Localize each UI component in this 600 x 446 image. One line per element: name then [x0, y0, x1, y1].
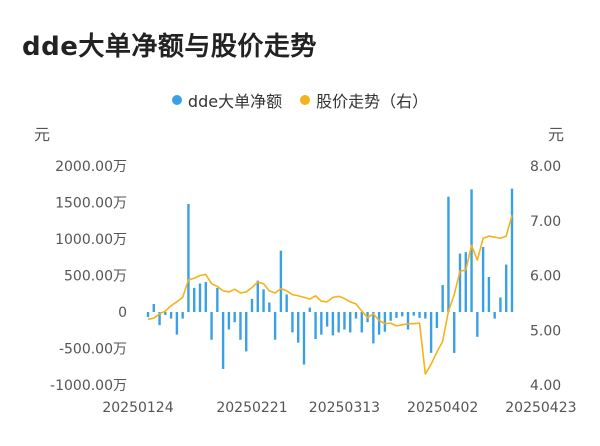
dde-bar: [372, 312, 375, 344]
dde-bar: [435, 312, 439, 329]
left-tick-label: 0: [118, 305, 127, 321]
dde-bar: [297, 312, 300, 343]
dde-bar: [418, 312, 421, 318]
dde-bar: [279, 250, 283, 312]
dde-bar: [308, 307, 311, 312]
dde-bar: [476, 312, 479, 337]
x-tick-label: 20250124: [102, 400, 173, 416]
dde-bar: [499, 297, 502, 312]
dde-bar: [470, 189, 473, 312]
x-axis-ticks: 20250124 20250221 20250313 20250402 20250423: [102, 400, 576, 416]
dde-bar: [216, 287, 219, 312]
dde-bar: [458, 253, 462, 312]
dde-bar: [395, 312, 398, 318]
dde-bar: [505, 264, 508, 312]
dde-bar: [343, 312, 346, 330]
dde-bar: [320, 312, 323, 335]
right-tick-label: 4.00: [530, 378, 561, 394]
dde-bar: [204, 282, 207, 312]
legend-label-price: 股价走势（右）: [316, 92, 429, 111]
chart-legend: dde大单净额 股价走势（右）: [0, 88, 600, 112]
dde-bar: [233, 312, 236, 323]
dde-bar: [325, 312, 329, 327]
price-line: [147, 215, 513, 375]
right-axis-unit: 元: [548, 125, 564, 144]
dde-bar: [245, 312, 248, 352]
x-tick-label: 20250221: [216, 400, 287, 416]
dde-bar: [337, 312, 340, 333]
dde-bar: [181, 312, 184, 319]
dde-bar: [314, 312, 317, 340]
dde-bar: [256, 280, 259, 312]
dde-bar: [331, 312, 335, 336]
line-series-price: [147, 215, 513, 375]
dde-bar: [210, 312, 213, 340]
dde-bar: [262, 289, 265, 312]
dde-bar: [464, 252, 467, 312]
left-tick-label: 1000.00万: [55, 232, 127, 248]
right-tick-label: 7.00: [530, 214, 561, 230]
dde-bar: [152, 303, 155, 312]
left-tick-label: -1000.00万: [50, 378, 127, 394]
legend-item-dde[interactable]: dde大单净额: [171, 88, 283, 112]
dde-bar: [447, 196, 450, 312]
dde-bar: [481, 247, 485, 312]
dde-bar: [349, 312, 352, 333]
left-axis-ticks: 2000.00万 1500.00万 1000.00万 500.00万 0 -500.00万…: [50, 159, 127, 394]
left-tick-label: -500.00万: [59, 342, 127, 358]
dde-bar: [510, 188, 514, 312]
dde-bar: [291, 312, 294, 333]
dde-bar: [360, 312, 363, 333]
dde-bar: [285, 294, 288, 312]
dde-bar: [193, 287, 196, 312]
legend-dot-dde: [171, 95, 182, 105]
legend-item-price[interactable]: 股价走势（右）: [300, 88, 428, 112]
dde-bar: [487, 276, 491, 312]
dde-bar: [169, 312, 173, 319]
dde-bar: [383, 312, 387, 332]
dde-bar: [412, 312, 415, 316]
dde-bar: [239, 312, 242, 340]
dde-bar: [354, 312, 358, 319]
dde-bar: [198, 283, 202, 312]
legend-dot-price: [300, 95, 311, 105]
legend-label-dde: dde大单净额: [187, 92, 283, 111]
dde-bar: [187, 203, 190, 312]
dde-bar: [273, 312, 277, 340]
dde-bar: [146, 312, 150, 318]
x-tick-label: 20250423: [505, 400, 576, 416]
left-axis-unit: 元: [34, 125, 50, 144]
dde-bar: [453, 312, 456, 353]
bar-series-dde: [146, 188, 514, 369]
right-tick-label: 6.00: [530, 269, 561, 285]
dde-bar: [164, 312, 167, 315]
left-tick-label: 1500.00万: [55, 196, 127, 212]
right-tick-label: 5.00: [530, 323, 561, 339]
dde-bar: [441, 284, 444, 312]
dde-bar: [389, 312, 392, 321]
right-axis-ticks: 8.00 7.00 6.00 5.00 4.00: [530, 159, 561, 394]
dde-bar: [250, 298, 254, 312]
chart-title: dde大单净额与股价走势: [22, 32, 317, 62]
dde-bar: [406, 312, 410, 330]
dde-bar: [227, 312, 231, 330]
left-tick-label: 2000.00万: [55, 159, 127, 175]
dde-bar: [493, 312, 496, 319]
dde-bar: [158, 312, 161, 326]
dde-bar: [424, 312, 427, 319]
dde-bar: [377, 312, 381, 335]
x-tick-label: 20250313: [309, 400, 380, 416]
x-tick-label: 20250402: [407, 400, 478, 416]
dde-bar: [268, 302, 271, 312]
dde-bar: [302, 312, 306, 365]
dde-bar: [221, 312, 225, 369]
right-tick-label: 8.00: [530, 159, 561, 175]
dde-bar: [401, 312, 404, 317]
dde-bar: [175, 312, 179, 335]
left-tick-label: 500.00万: [64, 269, 127, 285]
dde-bar: [429, 312, 433, 353]
